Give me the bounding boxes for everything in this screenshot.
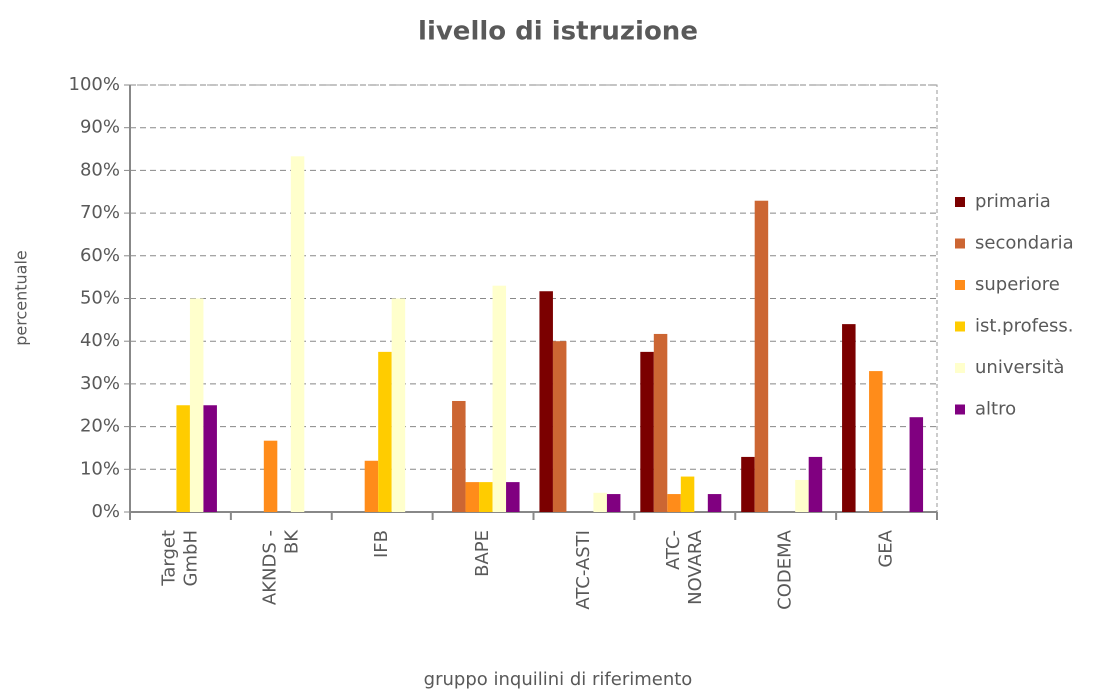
x-axis-label: gruppo inquilini di riferimento xyxy=(424,669,693,690)
legend-label: ist.profess. xyxy=(975,316,1074,337)
x-tick-label: IFB xyxy=(371,530,392,558)
bar xyxy=(465,482,480,512)
bar xyxy=(189,298,204,512)
legend-swatch xyxy=(955,321,965,332)
y-tick-label: 50% xyxy=(80,288,120,309)
y-tick-label: 40% xyxy=(80,330,120,351)
legend-label: altro xyxy=(975,399,1016,420)
y-tick-label: 30% xyxy=(80,373,120,394)
bar xyxy=(479,482,493,512)
bar xyxy=(808,456,823,512)
bar xyxy=(869,371,883,512)
x-tick-label: GEA xyxy=(876,529,897,567)
x-tick-label: CODEMA xyxy=(775,529,796,610)
legend-swatch xyxy=(955,363,965,373)
y-tick-label: 20% xyxy=(80,416,120,437)
y-tick-label: 0% xyxy=(91,501,120,522)
chart-title: livello di istruzione xyxy=(418,17,698,47)
bar xyxy=(203,405,217,512)
bar xyxy=(452,400,466,512)
bar xyxy=(741,456,755,512)
legend-label: secondaria xyxy=(975,233,1074,254)
x-tick-label: BAPE xyxy=(472,530,493,577)
legend-swatch xyxy=(955,197,965,207)
bar xyxy=(680,476,695,512)
bar xyxy=(506,482,520,512)
bar xyxy=(842,324,856,512)
y-tick-label: 70% xyxy=(80,202,120,223)
bar xyxy=(263,440,278,512)
bar xyxy=(653,333,668,512)
bar xyxy=(539,291,553,512)
x-tick-label: TargetGmbH xyxy=(158,530,201,587)
legend-label: università xyxy=(975,357,1064,378)
x-tick-label: ATC-NOVARA xyxy=(663,529,706,605)
bar xyxy=(795,479,809,512)
x-tick-label: AKNDS -BK xyxy=(259,529,302,605)
bar xyxy=(378,351,392,512)
bar xyxy=(176,405,190,512)
bar xyxy=(552,341,567,512)
bar xyxy=(606,494,621,512)
legend-label: superiore xyxy=(975,274,1060,295)
legend-label: primaria xyxy=(975,191,1051,212)
legend-swatch xyxy=(955,280,965,290)
y-tick-label: 90% xyxy=(80,117,120,138)
y-tick-label: 100% xyxy=(69,74,120,95)
y-tick-label: 80% xyxy=(80,159,120,180)
bar xyxy=(364,460,379,512)
bar xyxy=(593,492,607,512)
y-tick-label: 10% xyxy=(80,458,120,479)
bar xyxy=(492,285,507,512)
x-tick-label: ATC-ASTI xyxy=(573,530,594,610)
y-tick-label: 60% xyxy=(80,245,120,266)
legend-swatch xyxy=(955,404,965,415)
bar xyxy=(754,200,769,513)
bar xyxy=(667,494,681,512)
legend-swatch xyxy=(955,238,965,249)
bar xyxy=(707,494,722,512)
bar xyxy=(391,298,406,512)
bar xyxy=(909,417,924,512)
y-axis-label: percentuale xyxy=(12,250,31,346)
bar xyxy=(290,156,305,512)
bar xyxy=(640,351,654,512)
